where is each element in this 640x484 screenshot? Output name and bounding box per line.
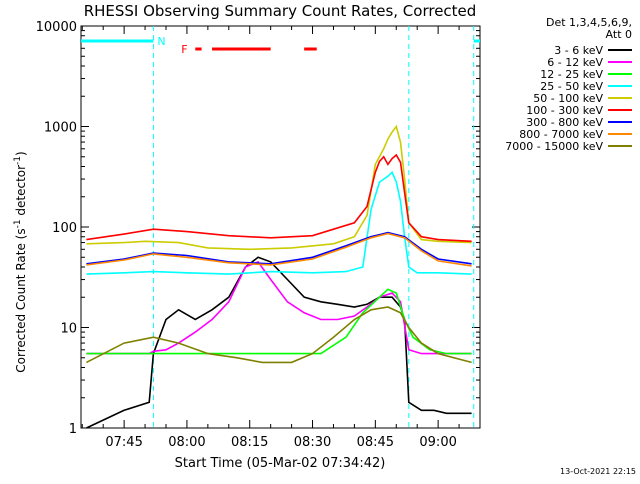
legend-label: 6 - 12 keV	[547, 56, 603, 69]
y-tick-label: 1	[69, 422, 77, 437]
legend-label: 12 - 25 keV	[540, 68, 603, 81]
series-line-7	[86, 231, 472, 265]
x-tick-label: 09:00	[419, 435, 456, 450]
night-label: N	[157, 35, 165, 48]
flare-label: F	[181, 43, 187, 56]
x-tick-label: 08:00	[168, 435, 205, 450]
chart-title: RHESSI Observing Summary Count Rates, Co…	[84, 2, 477, 20]
legend-label: 7000 - 15000 keV	[505, 140, 603, 153]
footer-timestamp: 13-Oct-2021 22:15	[560, 467, 636, 476]
x-tick-label: 07:45	[105, 435, 142, 450]
series-line-9	[86, 306, 472, 364]
series-line-2	[86, 260, 472, 355]
legend-label: 100 - 300 keV	[526, 104, 603, 117]
legend-label: 300 - 800 keV	[526, 116, 603, 129]
series-line-8	[86, 232, 472, 267]
legend-label: 25 - 50 keV	[540, 80, 603, 93]
y-tick-label: 100	[52, 221, 77, 236]
plot-area: 1 10 100 1000 10000 07:45 08:00 08:15 08:30 08:45…	[36, 20, 481, 450]
y-tick-label: 10000	[36, 20, 77, 35]
legend-title-line-2: Att 0	[606, 28, 632, 41]
y-axis-label-end: )	[14, 151, 28, 156]
y-axis-label-sup1: -1	[13, 219, 23, 228]
series-line-3	[86, 288, 472, 355]
x-axis-label: Start Time (05-Mar-02 07:34:42)	[175, 456, 386, 471]
y-tick-label: 10	[60, 322, 77, 337]
y-axis-label: Corrected Count Rate (s-1 detector-1)	[13, 151, 28, 372]
series-line-6	[86, 153, 472, 243]
y-axis-label-main: Corrected Count Rate (s	[14, 228, 28, 372]
y-axis-label-sup2: -1	[13, 156, 23, 165]
legend-label: 3 - 6 keV	[554, 44, 603, 57]
legend-label: 50 - 100 keV	[533, 92, 603, 105]
x-tick-label: 08:30	[294, 435, 331, 450]
x-tick-label: 08:15	[231, 435, 268, 450]
legend-title-line-1: Det 1,3,4,5,6,9,	[546, 16, 632, 29]
series-line-1	[86, 256, 472, 429]
y-tick-label: 1000	[44, 121, 77, 136]
series-line-4	[86, 170, 472, 275]
legend-label: 800 - 7000 keV	[519, 128, 603, 141]
x-tick-label: 08:45	[357, 435, 394, 450]
y-axis-label-mid: detector	[14, 165, 28, 220]
